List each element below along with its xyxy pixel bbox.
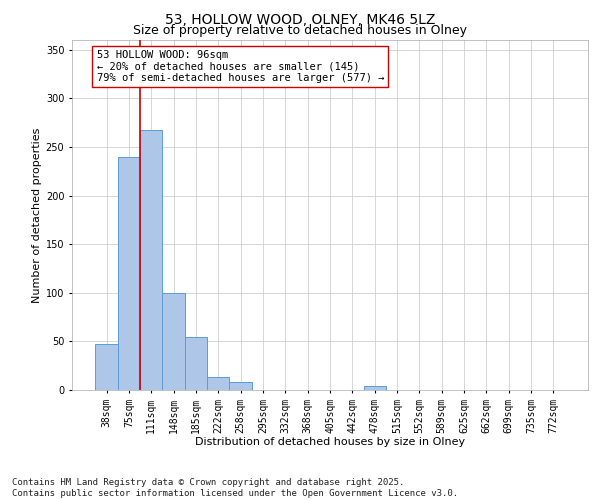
Bar [140, 130, 163, 390]
Text: Contains HM Land Registry data © Crown copyright and database right 2025.
Contai: Contains HM Land Registry data © Crown c… [12, 478, 458, 498]
Y-axis label: Number of detached properties: Number of detached properties [32, 128, 41, 302]
Bar [163, 293, 185, 390]
X-axis label: Distribution of detached houses by size in Olney: Distribution of detached houses by size … [195, 437, 465, 447]
Text: 53, HOLLOW WOOD, OLNEY, MK46 5LZ: 53, HOLLOW WOOD, OLNEY, MK46 5LZ [165, 12, 435, 26]
Bar [364, 386, 386, 390]
Bar [207, 378, 229, 390]
Bar [185, 336, 207, 390]
Text: 53 HOLLOW WOOD: 96sqm
← 20% of detached houses are smaller (145)
79% of semi-det: 53 HOLLOW WOOD: 96sqm ← 20% of detached … [97, 50, 384, 83]
Bar [229, 382, 252, 390]
Text: Size of property relative to detached houses in Olney: Size of property relative to detached ho… [133, 24, 467, 37]
Bar [118, 156, 140, 390]
Bar [95, 344, 118, 390]
